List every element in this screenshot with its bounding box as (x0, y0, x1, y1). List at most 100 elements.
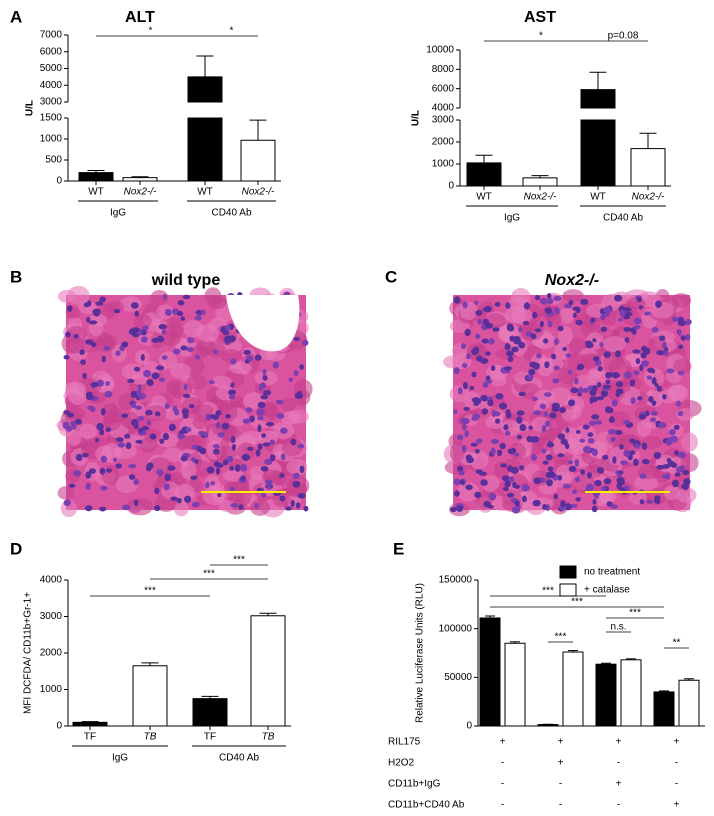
bar (630, 148, 666, 187)
nucleus (592, 356, 600, 362)
nucleus (551, 353, 557, 360)
panel-label: B (10, 267, 22, 286)
nucleus (630, 397, 636, 405)
nucleus (159, 377, 165, 383)
nucleus (292, 480, 301, 488)
y-axis-label: U/L (25, 100, 36, 116)
nucleus (536, 353, 542, 359)
significance-label: * (230, 26, 234, 37)
nucleus (615, 470, 620, 475)
nucleus (470, 442, 478, 447)
chart-title: AST (524, 9, 556, 26)
nucleus (485, 351, 491, 356)
nucleus (488, 338, 495, 345)
nucleus (131, 327, 140, 333)
nucleus (602, 454, 609, 460)
significance-label: *** (203, 569, 215, 580)
nucleus (533, 410, 542, 416)
nucleus (646, 375, 653, 380)
condition-label: H2O2 (388, 758, 415, 769)
nucleus (85, 391, 93, 398)
condition-mark: + (616, 737, 622, 748)
nucleus (230, 382, 235, 388)
nucleus (190, 475, 198, 480)
nucleus (481, 408, 489, 415)
nucleus (112, 457, 118, 463)
cell (534, 389, 555, 405)
nucleus (185, 427, 192, 432)
nucleus (170, 496, 178, 501)
vessel (226, 295, 300, 352)
nucleus (297, 390, 303, 398)
nucleus (651, 377, 657, 385)
nucleus (234, 464, 241, 472)
nucleus (678, 465, 686, 470)
nucleus (641, 345, 648, 353)
nucleus (623, 307, 632, 312)
cell (229, 362, 252, 375)
nucleus (532, 311, 538, 319)
nucleus (658, 422, 667, 429)
nucleus (606, 501, 613, 507)
nucleus (502, 475, 510, 482)
panel-label: E (393, 539, 404, 558)
nucleus (138, 415, 144, 422)
nucleus (585, 340, 592, 346)
nucleus (462, 423, 467, 431)
nucleus (151, 372, 160, 380)
nucleus (471, 371, 477, 378)
x-tick-label: WT (88, 187, 104, 198)
nucleus (450, 506, 457, 513)
nucleus (182, 294, 191, 300)
nucleus (638, 413, 647, 420)
y-tick-label: 1000 (40, 134, 63, 145)
nucleus (167, 465, 176, 471)
group-label: CD40 Ab (603, 213, 643, 224)
nucleus (141, 426, 149, 431)
nucleus (180, 455, 188, 462)
nucleus (194, 354, 200, 360)
nucleus (554, 307, 560, 315)
nucleus (134, 499, 139, 507)
nucleus (245, 407, 253, 413)
nucleus (477, 318, 482, 325)
nucleus (463, 406, 470, 411)
nucleus (505, 409, 511, 415)
nucleus (499, 442, 506, 450)
nucleus (620, 460, 628, 466)
bar (187, 76, 223, 103)
nucleus (574, 377, 579, 385)
cell (559, 307, 575, 324)
nucleus (172, 348, 181, 355)
nucleus (459, 479, 465, 485)
nucleus (140, 353, 145, 361)
cell (78, 423, 97, 440)
nucleus (183, 384, 188, 390)
nucleus (668, 428, 676, 436)
nucleus (164, 473, 172, 481)
nucleus (189, 404, 195, 409)
nucleus (507, 355, 514, 363)
nucleus (194, 458, 199, 464)
condition-mark: + (558, 758, 564, 769)
nucleus (217, 432, 225, 438)
nucleus (648, 395, 654, 403)
nucleus (101, 355, 106, 363)
nucleus (603, 306, 612, 314)
nucleus (589, 396, 594, 404)
cell (281, 437, 304, 457)
nucleus (539, 477, 546, 484)
nucleus (663, 350, 669, 357)
nucleus (564, 303, 572, 309)
nucleus (512, 481, 517, 489)
cell (531, 470, 549, 487)
nucleus (616, 482, 623, 490)
nucleus (680, 335, 687, 341)
nucleus (471, 347, 479, 356)
nucleus (685, 333, 691, 341)
nucleus (82, 452, 89, 458)
nucleus (633, 443, 640, 449)
nucleus (507, 476, 515, 482)
nucleus (266, 484, 272, 490)
y-tick-label: 10000 (426, 45, 454, 56)
